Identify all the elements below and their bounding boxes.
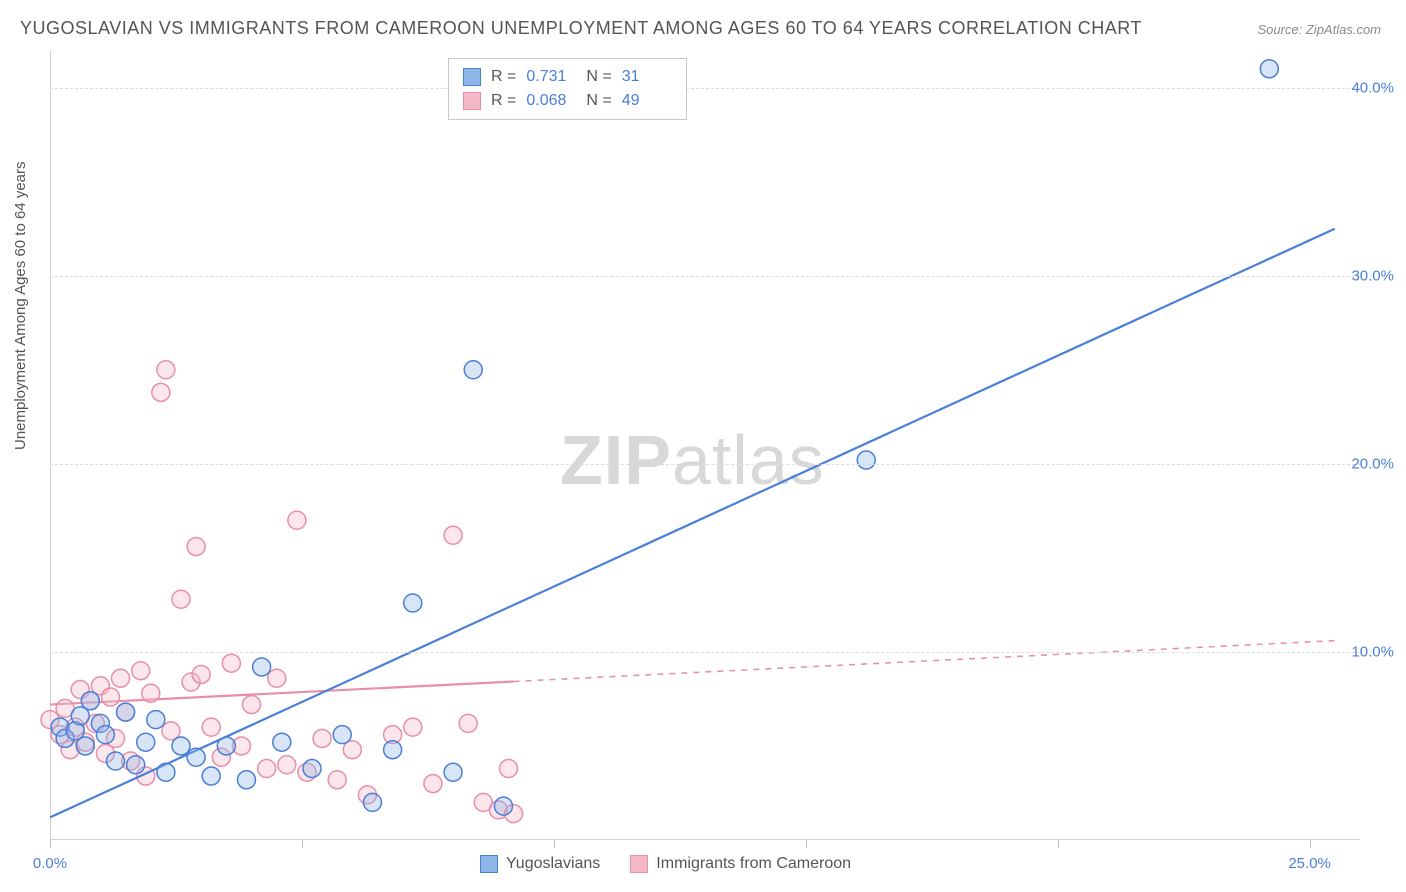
data-point: [132, 662, 150, 680]
xtick-mark: [1058, 840, 1059, 848]
data-point: [152, 383, 170, 401]
data-point: [494, 797, 512, 815]
ytick-label: 40.0%: [1351, 79, 1394, 96]
legend-item-label-0: Yugoslavians: [506, 855, 600, 873]
legend-n-label-0: N =: [586, 65, 611, 89]
data-point: [142, 684, 160, 702]
data-point: [253, 658, 271, 676]
data-point: [202, 718, 220, 736]
data-point: [157, 763, 175, 781]
series-legend: Yugoslavians Immigrants from Cameroon: [480, 855, 851, 873]
legend-item-label-1: Immigrants from Cameroon: [656, 855, 851, 873]
gridline: [50, 652, 1360, 653]
xtick-mark: [302, 840, 303, 848]
data-point: [288, 511, 306, 529]
legend-swatch-1: [463, 92, 481, 110]
data-point: [107, 752, 125, 770]
data-point: [258, 760, 276, 778]
data-point: [187, 538, 205, 556]
legend-item-swatch-0: [480, 855, 498, 873]
data-point: [172, 737, 190, 755]
regression-line: [50, 229, 1335, 818]
data-point: [127, 756, 145, 774]
legend-swatch-0: [463, 68, 481, 86]
data-point: [137, 733, 155, 751]
y-axis-label: Unemployment Among Ages 60 to 64 years: [12, 161, 29, 450]
data-point: [172, 590, 190, 608]
data-point: [857, 451, 875, 469]
ytick-label: 30.0%: [1351, 267, 1394, 284]
data-point: [217, 737, 235, 755]
data-point: [404, 594, 422, 612]
legend-item-1: Immigrants from Cameroon: [630, 855, 851, 873]
data-point: [404, 718, 422, 736]
xtick-mark: [806, 840, 807, 848]
scatter-plot-svg: [50, 50, 1360, 840]
data-point: [187, 748, 205, 766]
legend-r-label-0: R =: [491, 65, 516, 89]
legend-n-value-0: 31: [622, 65, 672, 89]
data-point: [222, 654, 240, 672]
legend-r-label-1: R =: [491, 89, 516, 113]
data-point: [112, 669, 130, 687]
data-point: [313, 729, 331, 747]
gridline: [50, 464, 1360, 465]
legend-n-label-1: N =: [586, 89, 611, 113]
legend-row-series-1: R = 0.068 N = 49: [463, 89, 672, 113]
legend-item-0: Yugoslavians: [480, 855, 600, 873]
data-point: [303, 760, 321, 778]
data-point: [96, 726, 114, 744]
gridline: [50, 276, 1360, 277]
data-point: [243, 696, 261, 714]
data-point: [333, 726, 351, 744]
ytick-label: 10.0%: [1351, 643, 1394, 660]
data-point: [273, 733, 291, 751]
data-point: [81, 692, 99, 710]
regression-line-extrapolated: [514, 641, 1335, 682]
legend-n-value-1: 49: [622, 89, 672, 113]
data-point: [459, 714, 477, 732]
data-point: [192, 665, 210, 683]
data-point: [278, 756, 296, 774]
legend-row-series-0: R = 0.731 N = 31: [463, 65, 672, 89]
legend-r-value-0: 0.731: [526, 65, 576, 89]
data-point: [238, 771, 256, 789]
data-point: [444, 763, 462, 781]
legend-item-swatch-1: [630, 855, 648, 873]
data-point: [268, 669, 286, 687]
xtick-mark: [1310, 840, 1311, 848]
data-point: [363, 793, 381, 811]
data-point: [1260, 60, 1278, 78]
data-point: [424, 775, 442, 793]
legend-r-value-1: 0.068: [526, 89, 576, 113]
data-point: [202, 767, 220, 785]
xtick-mark: [554, 840, 555, 848]
gridline: [50, 88, 1360, 89]
correlation-legend: R = 0.731 N = 31 R = 0.068 N = 49: [448, 58, 687, 120]
data-point: [328, 771, 346, 789]
data-point: [157, 361, 175, 379]
ytick-label: 20.0%: [1351, 455, 1394, 472]
data-point: [444, 526, 462, 544]
xtick-label: 25.0%: [1288, 855, 1331, 872]
data-point: [500, 760, 518, 778]
data-point: [464, 361, 482, 379]
xtick-label: 0.0%: [33, 855, 67, 872]
data-point: [117, 703, 135, 721]
chart-title: YUGOSLAVIAN VS IMMIGRANTS FROM CAMEROON …: [20, 18, 1142, 39]
xtick-mark: [50, 840, 51, 848]
data-point: [147, 711, 165, 729]
source-attribution: Source: ZipAtlas.com: [1257, 22, 1381, 37]
data-point: [76, 737, 94, 755]
data-point: [384, 741, 402, 759]
data-point: [101, 688, 119, 706]
